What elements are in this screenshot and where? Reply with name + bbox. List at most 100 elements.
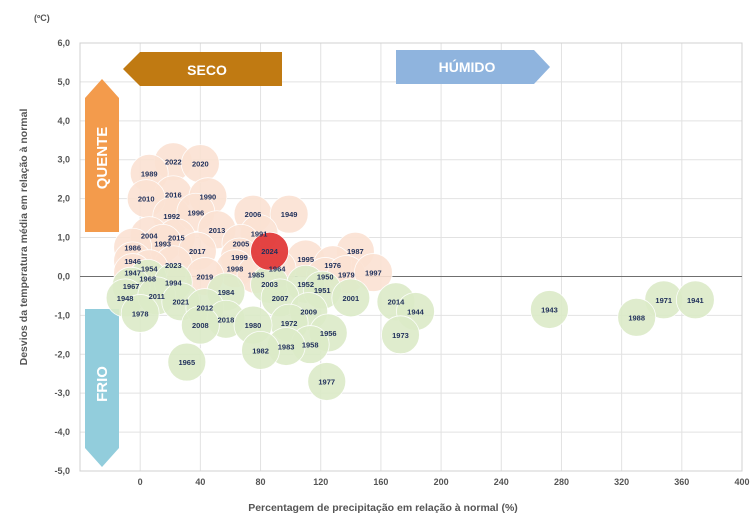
x-axis-title: Percentagem de precipitação em relação à…: [248, 502, 518, 514]
bubble-1988: [617, 297, 657, 337]
bubble-2024: [250, 231, 289, 271]
bubble-label-1980: 1980: [245, 321, 262, 330]
bubble-label-1999: 1999: [231, 253, 248, 262]
bubble-label-1965: 1965: [178, 358, 195, 367]
bubble-label-1968: 1968: [139, 274, 156, 283]
y-tick-label: -5,0: [54, 466, 70, 476]
plot-area: [79, 42, 743, 472]
bubble-label-2010: 2010: [138, 195, 155, 204]
bubble-label-2001: 2001: [342, 294, 359, 303]
bubble-label-1958: 1958: [302, 341, 319, 350]
bubble-label-1956: 1956: [320, 329, 337, 338]
bubble-label-1950: 1950: [317, 272, 334, 281]
y-tick-label: -4,0: [54, 427, 70, 437]
bubble-label-2016: 2016: [165, 191, 182, 200]
quente-banner-label: QUENTE: [94, 127, 111, 190]
bubble-label-2014: 2014: [388, 298, 406, 307]
bubble-label-2005: 2005: [233, 239, 250, 248]
bubble-label-1977: 1977: [318, 378, 335, 387]
bubble-label-1979: 1979: [338, 271, 355, 280]
bubble-label-1989: 1989: [141, 169, 158, 178]
x-tick-label: 240: [494, 477, 509, 487]
bubble-label-2020: 2020: [192, 160, 209, 169]
bubble-label-2024: 2024: [261, 247, 279, 256]
bubble-label-2011: 2011: [149, 292, 165, 301]
bubble-label-1986: 1986: [124, 243, 141, 252]
bubble-label-1995: 1995: [297, 255, 314, 264]
bubble-label-1987: 1987: [347, 247, 364, 256]
x-tick-label: 360: [674, 477, 689, 487]
bubble-label-2017: 2017: [189, 247, 206, 256]
axis-ticks: 0 40 80 120 160 200 240 280 320 360 400 6,0 5,0 4,0 3,…: [54, 38, 749, 487]
bubble-label-2013: 2013: [209, 226, 226, 235]
bubble-label-1943: 1943: [541, 306, 558, 315]
bubble-label-2006: 2006: [245, 210, 262, 219]
y-tick-label: 0,0: [57, 271, 70, 281]
bubble-label-2004: 2004: [141, 232, 159, 241]
x-tick-label: 40: [195, 477, 205, 487]
bubble-label-1982: 1982: [252, 346, 269, 355]
bubble-1997: [353, 253, 393, 292]
bubble-label-1984: 1984: [218, 288, 236, 297]
bubble-label-1992: 1992: [163, 212, 180, 221]
x-tick-label: 80: [256, 477, 266, 487]
bubble-label-2023: 2023: [165, 261, 182, 270]
bubble-label-2018: 2018: [218, 315, 235, 324]
bubble-label-1988: 1988: [628, 313, 645, 322]
x-tick-label: 320: [614, 477, 629, 487]
bubble-label-1944: 1944: [407, 307, 425, 316]
bubble-label-2022: 2022: [165, 158, 182, 167]
bubble-label-1997: 1997: [365, 269, 382, 278]
bubble-label-2008: 2008: [192, 321, 209, 330]
bubble-label-2015: 2015: [168, 234, 185, 243]
x-tick-label: 200: [434, 477, 449, 487]
bubble-label-1949: 1949: [281, 210, 298, 219]
bubble-1941: [675, 280, 715, 320]
seco-banner: [123, 52, 282, 86]
bubble-label-2009: 2009: [300, 307, 317, 316]
data-points: 2022 2020 1989 2016 2010 1990 1992 1996 2006 1949…: [105, 142, 715, 401]
y-axis-title: Desvios da temperatura média em relação …: [18, 109, 30, 366]
bubble-label-1978: 1978: [132, 309, 149, 318]
bubble-2001: [331, 278, 371, 318]
bubble-label-2007: 2007: [272, 294, 289, 303]
bubble-label-1985: 1985: [248, 271, 265, 280]
humido-banner: [396, 50, 550, 84]
y-axis-unit: (ºC): [34, 13, 50, 23]
bubble-label-2019: 2019: [197, 272, 214, 281]
bubble-label-1946: 1946: [124, 257, 141, 266]
bubble-label-1954: 1954: [141, 265, 159, 274]
y-tick-label: -2,0: [54, 349, 70, 359]
humido-banner-label: HÚMIDO: [439, 58, 496, 75]
bubble-label-1998: 1998: [227, 265, 244, 274]
bubble-label-1991: 1991: [251, 230, 268, 239]
y-tick-label: 1,0: [57, 233, 70, 243]
bubble-label-1996: 1996: [188, 208, 205, 217]
bubble-label-1971: 1971: [655, 296, 672, 305]
bubble-1973: [381, 315, 420, 355]
bubble-1977: [307, 362, 347, 401]
y-tick-label: 3,0: [57, 155, 70, 165]
y-tick-label: 4,0: [57, 116, 70, 126]
y-tick-label: 6,0: [57, 38, 70, 48]
bubble-1943: [530, 290, 569, 329]
y-tick-label: -3,0: [54, 388, 70, 398]
bubble-1965: [167, 342, 207, 382]
bubble-label-2012: 2012: [197, 304, 214, 313]
bubble-label-1983: 1983: [278, 342, 295, 351]
bubble-label-1952: 1952: [297, 280, 314, 289]
bubble-label-1951: 1951: [314, 286, 331, 295]
bubble-label-2003: 2003: [261, 280, 278, 289]
x-tick-label: 120: [313, 477, 328, 487]
bubble-label-1976: 1976: [324, 261, 341, 270]
x-tick-label: 400: [734, 477, 749, 487]
bubble-label-1941: 1941: [687, 296, 704, 305]
bubble-1982: [241, 330, 280, 370]
seco-banner-label: SECO: [187, 62, 227, 78]
bubble-label-1964: 1964: [269, 265, 287, 274]
bubble-label-2021: 2021: [172, 298, 189, 307]
y-tick-label: -1,0: [54, 310, 70, 320]
bubble-label-1972: 1972: [281, 319, 298, 328]
bubble-label-1990: 1990: [200, 193, 217, 202]
